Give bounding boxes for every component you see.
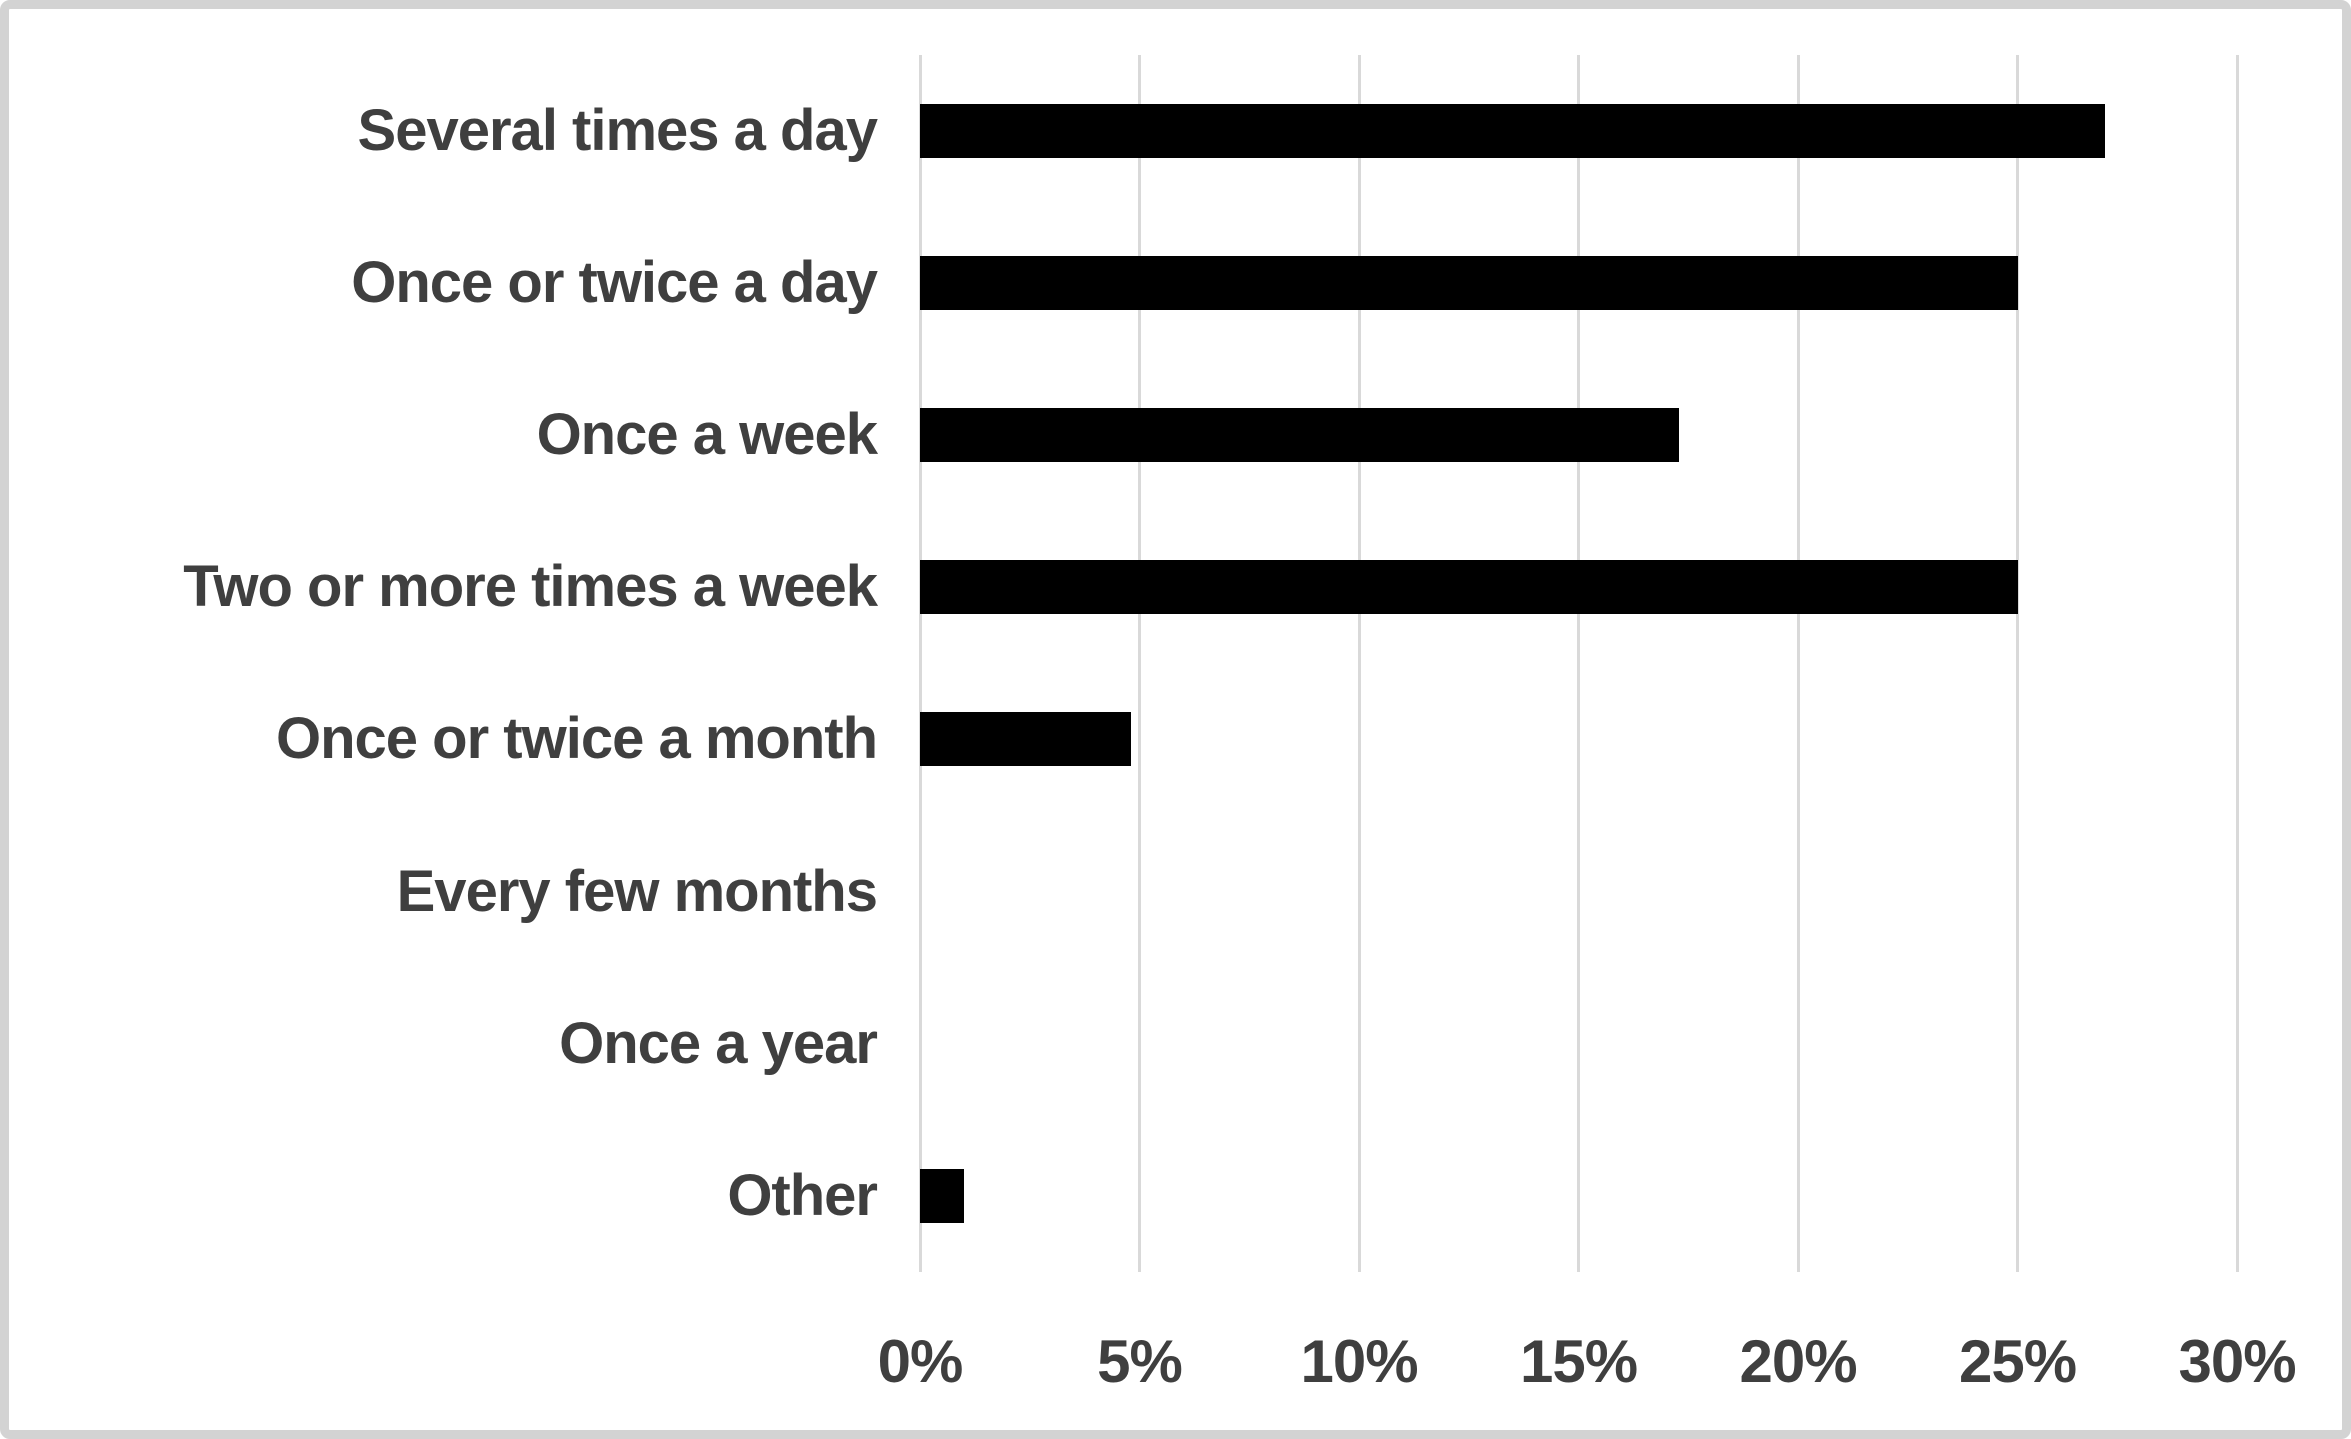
bar-4 [920, 712, 1131, 767]
category-label: Once or twice a day [351, 250, 878, 316]
gridline-5 [1138, 55, 1141, 1272]
gridline-10 [1357, 55, 1361, 1272]
x-tick-label: 5% [1097, 1328, 1183, 1395]
x-tick-label: 25% [1958, 1328, 2077, 1395]
x-tick-label: 30% [2178, 1328, 2296, 1395]
x-tick-label: 20% [1739, 1328, 1857, 1395]
category-label: Every few months [396, 858, 878, 924]
category-label: Several times a day [357, 98, 878, 163]
gridline-15 [1577, 55, 1580, 1272]
category-label: Two or more times a week [183, 554, 878, 620]
gridline-20 [1796, 55, 1800, 1272]
bar-1 [920, 256, 2018, 311]
category-label: Once or twice a month [276, 706, 878, 772]
bar-3 [920, 560, 2018, 615]
gridline-0 [918, 55, 922, 1272]
category-label: Other [727, 1162, 878, 1228]
bar-7 [920, 1168, 964, 1223]
x-tick-label: 15% [1519, 1328, 1638, 1395]
gridline-30 [2235, 55, 2239, 1272]
bar-0 [920, 104, 2106, 159]
category-label: Once a year [559, 1010, 878, 1076]
x-tick-label: 0% [877, 1328, 964, 1395]
bar-2 [920, 408, 1680, 463]
plot-area: 0% 5% 10% 15% 20% 25% 30% Several times a day On… [9, 9, 2342, 1430]
category-label: Once a week [536, 402, 878, 468]
gridline-25 [2016, 55, 2019, 1272]
x-tick-label: 10% [1300, 1328, 1418, 1395]
